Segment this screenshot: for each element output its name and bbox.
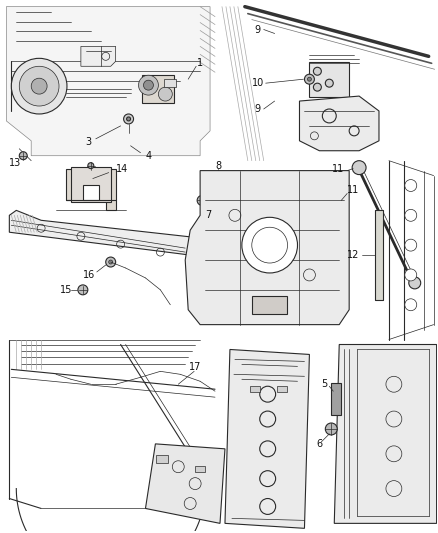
Text: 5: 5 [321,379,327,389]
Circle shape [138,75,159,95]
Circle shape [19,152,27,160]
Polygon shape [66,168,116,211]
Text: 9: 9 [254,104,261,114]
Text: 17: 17 [189,362,201,373]
Circle shape [11,58,67,114]
Text: 9: 9 [254,25,261,35]
Bar [331,383,341,415]
Circle shape [325,423,337,435]
Circle shape [19,66,59,106]
Circle shape [127,117,131,121]
Polygon shape [225,350,309,528]
Circle shape [124,114,134,124]
Circle shape [314,67,321,75]
Circle shape [307,77,311,81]
Bar [209,173,231,189]
Circle shape [106,257,116,267]
Circle shape [197,196,207,205]
Text: 16: 16 [83,270,95,280]
Text: 11: 11 [347,185,360,196]
Polygon shape [334,344,437,523]
Bar [252,296,287,314]
Circle shape [325,79,333,87]
Circle shape [314,83,321,91]
Bar [195,466,205,472]
Circle shape [242,217,297,273]
Bar [250,386,260,392]
Text: 6: 6 [316,439,322,449]
Text: 13: 13 [9,158,21,168]
Polygon shape [7,6,210,156]
Bar [375,211,383,300]
Polygon shape [81,46,116,66]
Circle shape [78,285,88,295]
Circle shape [405,239,417,251]
Text: 3: 3 [86,137,92,147]
Polygon shape [9,211,220,255]
Bar [71,167,111,203]
Polygon shape [185,171,349,325]
Text: 15: 15 [60,285,72,295]
Circle shape [405,180,417,191]
Bar [309,62,349,96]
Circle shape [405,269,417,281]
Bar [164,79,176,87]
Circle shape [206,176,210,181]
Circle shape [409,277,421,289]
Circle shape [88,163,94,168]
Circle shape [144,80,153,90]
Circle shape [31,78,47,94]
Circle shape [159,87,172,101]
Text: 4: 4 [145,151,152,161]
Circle shape [405,209,417,221]
Polygon shape [300,96,379,151]
Text: 14: 14 [116,164,128,174]
Text: 1: 1 [197,58,203,68]
Text: 12: 12 [347,250,359,260]
Bar [142,75,174,103]
Bar [83,184,99,200]
Text: 10: 10 [251,78,264,88]
Bar [156,455,168,463]
Circle shape [405,299,417,311]
Circle shape [109,260,113,264]
Circle shape [304,74,314,84]
Text: 8: 8 [215,160,221,171]
Bar [277,386,286,392]
Polygon shape [145,444,225,523]
Circle shape [352,160,366,175]
Circle shape [203,174,213,183]
Text: 11: 11 [332,164,344,174]
Text: 7: 7 [205,211,211,220]
